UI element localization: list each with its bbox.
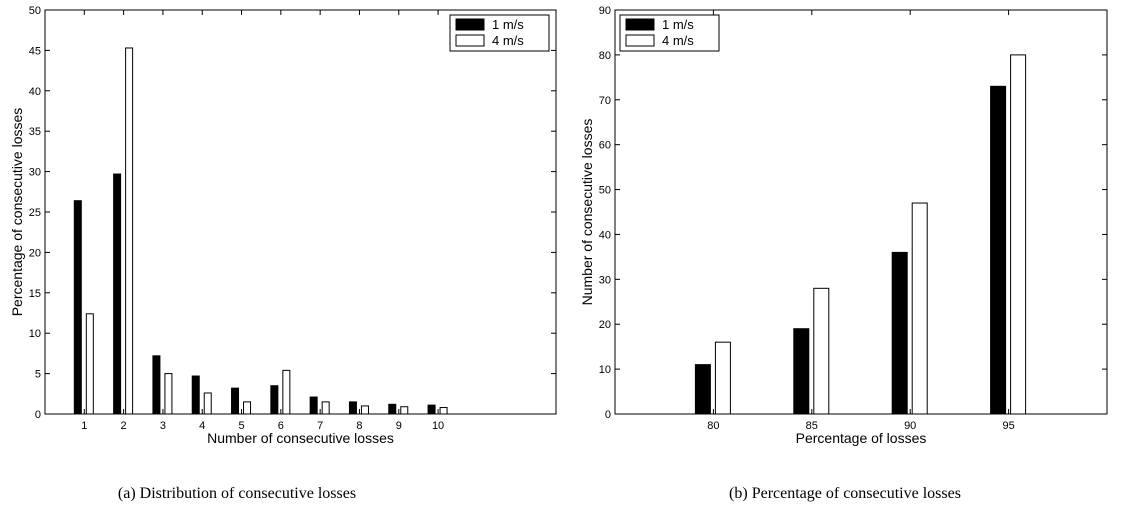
bar-series-1 — [891, 251, 908, 415]
bar-series-1 — [694, 364, 711, 415]
y-tick-label: 20 — [599, 319, 611, 331]
x-tick-label: 4 — [199, 420, 205, 432]
legend-swatch-2 — [455, 34, 485, 47]
y-tick-label: 40 — [29, 86, 41, 98]
x-tick-label: 1 — [81, 420, 87, 432]
y-tick-label: 80 — [599, 50, 611, 62]
figure-caption: (a) Distribution of consecutive losses — [118, 485, 356, 502]
legend: 1 m/s4 m/s — [449, 14, 550, 52]
y-tick-label: 70 — [599, 95, 611, 107]
bar-series-1 — [309, 396, 318, 415]
x-tick-label: 5 — [238, 420, 244, 432]
y-tick-label: 10 — [29, 328, 41, 340]
legend-label-1: 1 m/s — [492, 17, 524, 32]
bar-series-1 — [348, 401, 357, 415]
bar-series-2 — [203, 392, 212, 415]
y-tick-label: 40 — [599, 229, 611, 241]
x-tick-label: 95 — [1002, 420, 1014, 432]
x-axis-label: Number of consecutive losses — [207, 430, 394, 446]
bar-series-2 — [439, 407, 448, 415]
y-axis-label: Number of consecutive losses — [579, 119, 595, 306]
bar-series-1 — [73, 200, 82, 415]
y-tick-label: 90 — [599, 5, 611, 17]
figure-caption: (b) Percentage of consecutive losses — [729, 485, 961, 502]
x-tick-label: 9 — [396, 420, 402, 432]
legend-label-1: 1 m/s — [662, 17, 694, 32]
bar-series-1 — [990, 85, 1007, 415]
y-tick-label: 0 — [605, 409, 611, 421]
bar-series-1 — [152, 355, 161, 415]
y-tick-label: 5 — [35, 369, 41, 381]
x-tick-label: 10 — [432, 420, 444, 432]
bar-series-2 — [714, 341, 731, 415]
x-tick-label: 3 — [160, 420, 166, 432]
x-tick-label: 85 — [806, 420, 818, 432]
y-axis-label: Percentage of consecutive losses — [9, 108, 25, 317]
y-tick-label: 0 — [35, 409, 41, 421]
bar-series-2 — [164, 373, 173, 415]
bar-series-2 — [85, 313, 94, 415]
legend-label-2: 4 m/s — [662, 33, 694, 48]
legend: 1 m/s4 m/s — [619, 14, 720, 52]
bar-series-2 — [813, 287, 830, 415]
y-tick-label: 15 — [29, 288, 41, 300]
y-tick-label: 25 — [29, 207, 41, 219]
bar-series-1 — [191, 375, 200, 415]
bar-series-2 — [125, 47, 134, 415]
y-tick-label: 20 — [29, 247, 41, 259]
y-tick-label: 50 — [29, 5, 41, 17]
y-tick-label: 30 — [599, 274, 611, 286]
bar-series-1 — [113, 173, 122, 415]
y-tick-label: 10 — [599, 364, 611, 376]
bar-series-2 — [321, 401, 330, 415]
bar-series-1 — [427, 404, 436, 415]
bar-series-2 — [911, 202, 928, 415]
y-tick-label: 45 — [29, 45, 41, 57]
legend-swatch-1 — [455, 18, 485, 31]
bar-series-2 — [400, 406, 409, 415]
x-tick-label: 6 — [278, 420, 284, 432]
plot-area — [614, 9, 1108, 415]
y-tick-label: 30 — [29, 167, 41, 179]
bar-series-2 — [360, 405, 369, 415]
x-tick-label: 8 — [356, 420, 362, 432]
bar-series-2 — [282, 369, 291, 415]
bar-series-2 — [1010, 54, 1027, 415]
legend-label-2: 4 m/s — [492, 33, 524, 48]
plot-area — [44, 9, 557, 415]
y-tick-label: 35 — [29, 126, 41, 138]
bar-series-1 — [388, 403, 397, 415]
x-tick-label: 90 — [904, 420, 916, 432]
y-tick-label: 60 — [599, 140, 611, 152]
y-tick-label: 50 — [599, 185, 611, 197]
bar-series-1 — [270, 385, 279, 415]
legend-swatch-1 — [625, 18, 655, 31]
bar-series-2 — [243, 401, 252, 415]
bar-series-1 — [231, 387, 240, 415]
chart-b: 0 10 20 30 40 50 60 70 80 90 80 85 90 95 Percentage of… — [579, 5, 1108, 502]
x-axis-label: Percentage of losses — [796, 430, 927, 446]
x-tick-label: 7 — [317, 420, 323, 432]
bar-series-1 — [793, 328, 810, 415]
legend-swatch-2 — [625, 34, 655, 47]
x-tick-label: 80 — [707, 420, 719, 432]
x-tick-label: 2 — [121, 420, 127, 432]
